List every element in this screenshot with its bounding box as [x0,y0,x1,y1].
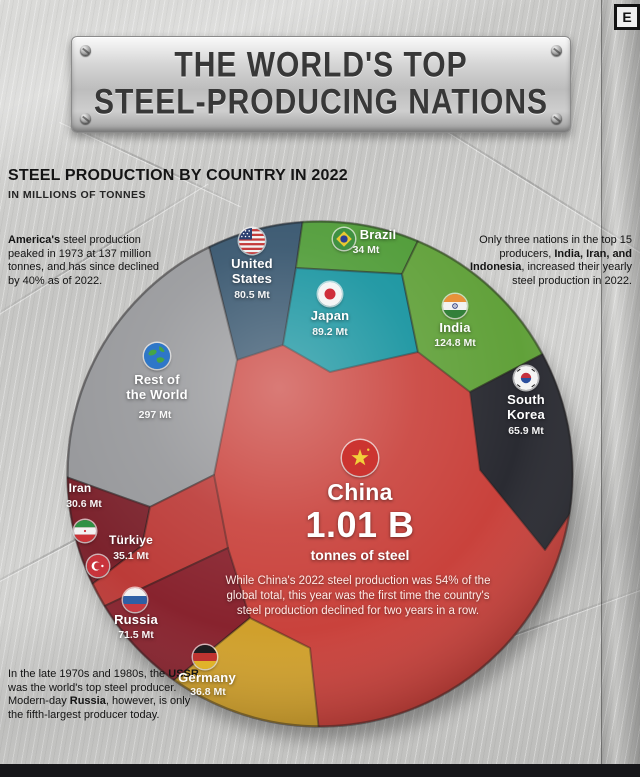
brazil-value-label: 34 Mt [352,244,380,256]
section-title: STEEL PRODUCTION BY COUNTRY IN 2022 [8,167,348,184]
iran-name-label: Iran [68,481,92,495]
india-flag-icon [443,294,467,318]
annotation-ussr-post: , however, is only the fifth-largest pro… [8,695,191,721]
china-annotation: While China's 2022 steel production was … [225,575,491,618]
turkiye-name-label: Türkiye [108,533,154,547]
japan-flag-icon [318,282,342,306]
china-unit-label: tonnes of steel [310,547,410,563]
south-korea-flag-icon [514,366,538,390]
elements-logo: E [614,4,640,30]
screw-icon [551,113,562,124]
annotation-usa-text: steel production peaked in 1973 at 137 m… [8,234,160,287]
main-title-line2: STEEL-PRODUCING NATIONS [93,82,549,122]
rest-of-world-name-label: Rest of [134,372,180,387]
us-name-label: States [231,271,273,286]
annotation-producers-post: , increased their yearly steel productio… [512,261,632,287]
rest-of-world-value-label: 297 Mt [138,409,172,421]
main-title-line1: THE WORLD'S TOP [174,46,468,85]
germany-name-label: Germany [178,670,236,685]
brazil-flag-icon [333,228,355,250]
footer-bar [0,764,640,777]
rest-of-world-name-label: the World [126,387,188,402]
screw-icon [551,45,562,56]
turkiye-flag-icon [87,555,109,577]
us-flag-icon [239,228,265,254]
annotation-ussr: In the late 1970s and 1980s, the USSR wa… [8,668,208,723]
brazil-name-label: Brazil [359,227,397,242]
south-korea-value-label: 65.9 Mt [508,425,544,437]
russia-value-label: 71.5 Mt [118,629,154,641]
china-value-label: 1.01 B [305,504,415,545]
title-plate: THE WORLD'S TOP STEEL-PRODUCING NATIONS [71,36,571,133]
elements-logo-letter: E [622,9,632,25]
sphere-sheen-overlay [67,221,573,727]
chart-rim [66,220,574,728]
south-korea-name-label: Korea [507,407,545,422]
metal-edge-seam [601,0,640,777]
annotation-ussr-bold2: Russia [69,695,106,708]
india-value-label: 124.8 Mt [434,337,476,349]
iran-value-label: 30.6 Mt [66,498,102,510]
japan-value-label: 89.2 Mt [312,326,348,338]
annotation-ussr-pre: In the late 1970s and 1980s, the [8,668,169,680]
annotation-usa-bold: America's [8,234,61,246]
annotation-ussr-bold1: USSR [168,668,199,680]
section-subtitle: IN MILLIONS OF TONNES [8,189,147,201]
globe-icon [144,343,170,369]
india-name-label: India [439,320,471,335]
screw-icon [80,113,91,124]
annotation-ussr-mid: was the world's top steel producer. Mode… [8,681,177,708]
china-flag-icon [342,440,378,476]
china-name-label: China [327,479,393,505]
us-name-label: United [231,256,273,271]
russia-name-label: Russia [114,612,158,627]
annotation-producers-pre: Only three nations in the top 15 produce… [479,234,632,260]
annotation-usa: America's steel production peaked in 197… [8,234,160,289]
turkiye-value-label: 35.1 Mt [113,550,149,562]
germany-flag-icon [193,645,217,669]
south-korea-name-label: South [507,392,545,407]
annotation-top-producers: Only three nations in the top 15 produce… [462,234,632,289]
japan-name-label: Japan [310,308,350,323]
iran-flag-icon [74,520,96,542]
germany-value-label: 36.8 Mt [190,686,226,698]
russia-flag-icon [123,588,147,612]
screw-icon [80,45,91,56]
us-value-label: 80.5 Mt [234,289,270,301]
annotation-producers-bold: India, Iran, and Indonesia [469,247,632,274]
